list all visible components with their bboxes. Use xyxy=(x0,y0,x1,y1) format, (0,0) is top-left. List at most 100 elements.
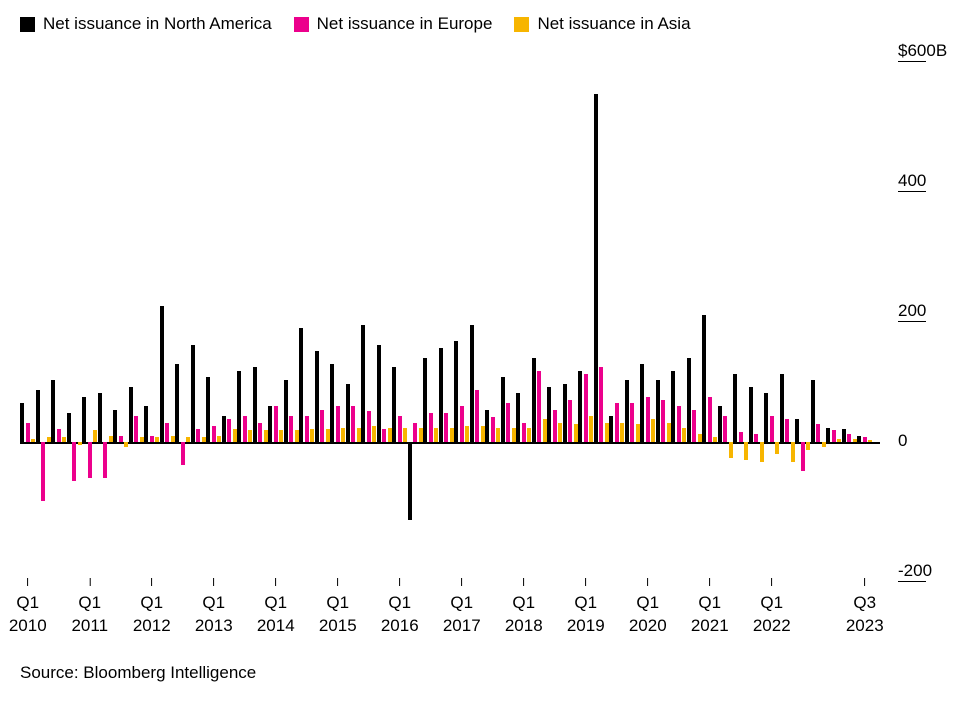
bar xyxy=(553,410,557,443)
x-axis-label: Q12015 xyxy=(319,578,357,638)
bar xyxy=(615,403,619,442)
bar xyxy=(764,393,768,442)
bar xyxy=(806,442,810,450)
x-axis-label: Q12017 xyxy=(443,578,481,638)
bar xyxy=(816,424,820,442)
x-tick xyxy=(399,578,400,586)
x-tick xyxy=(89,578,90,586)
x-axis-quarter: Q1 xyxy=(629,592,667,615)
bar xyxy=(729,442,733,458)
bar xyxy=(113,410,117,443)
bar xyxy=(863,437,867,442)
bar xyxy=(413,423,417,443)
bar xyxy=(630,403,634,442)
bar xyxy=(212,426,216,442)
bar xyxy=(330,364,334,442)
x-axis-year: 2021 xyxy=(691,615,729,638)
legend-item: Net issuance in Asia xyxy=(514,14,690,34)
y-axis-label: -200 xyxy=(898,561,932,581)
x-axis-quarter: Q1 xyxy=(691,592,729,615)
bar xyxy=(439,348,443,442)
bar xyxy=(289,416,293,442)
bar xyxy=(594,94,598,442)
bar xyxy=(832,430,836,442)
bar xyxy=(692,410,696,443)
bar xyxy=(770,416,774,442)
bar xyxy=(795,419,799,442)
bar xyxy=(51,380,55,442)
bar xyxy=(733,374,737,442)
x-axis-label: Q12021 xyxy=(691,578,729,638)
bar xyxy=(299,328,303,442)
bar xyxy=(274,406,278,442)
bar xyxy=(754,434,758,442)
bar xyxy=(822,442,826,447)
bar xyxy=(868,440,872,442)
x-axis-label: Q12020 xyxy=(629,578,667,638)
y-tick-line xyxy=(898,581,926,582)
bar xyxy=(491,417,495,442)
x-axis-quarter: Q1 xyxy=(71,592,108,615)
bar xyxy=(150,436,154,443)
bar xyxy=(134,416,138,442)
bar xyxy=(129,387,133,442)
x-axis-label: Q32023 xyxy=(846,578,884,638)
bar xyxy=(398,416,402,442)
x-axis-label: Q12011 xyxy=(71,578,108,638)
bar xyxy=(578,371,582,443)
bar xyxy=(646,397,650,443)
bar xyxy=(206,377,210,442)
x-tick xyxy=(275,578,276,586)
bar xyxy=(382,429,386,442)
x-tick xyxy=(337,578,338,586)
bar xyxy=(181,442,185,465)
bar xyxy=(857,436,861,443)
bar xyxy=(485,410,489,443)
x-axis-year: 2018 xyxy=(505,615,543,638)
x-axis-quarter: Q1 xyxy=(753,592,791,615)
x-axis-label: Q12018 xyxy=(505,578,543,638)
bar xyxy=(196,429,200,442)
bar xyxy=(253,367,257,442)
bar xyxy=(403,428,407,442)
y-axis-label: 400 xyxy=(898,171,926,191)
zero-baseline xyxy=(20,442,880,444)
x-axis-year: 2023 xyxy=(846,615,884,638)
bar xyxy=(36,390,40,442)
bar xyxy=(547,387,551,442)
plot-area xyxy=(20,52,880,572)
x-axis-year: 2017 xyxy=(443,615,481,638)
bar xyxy=(532,358,536,443)
x-axis-quarter: Q1 xyxy=(319,592,357,615)
bar xyxy=(563,384,567,443)
bar xyxy=(677,406,681,442)
bar xyxy=(367,411,371,442)
legend-swatch xyxy=(20,17,35,32)
bar xyxy=(718,406,722,442)
bar xyxy=(258,423,262,443)
legend: Net issuance in North AmericaNet issuanc… xyxy=(20,14,691,34)
bar xyxy=(305,416,309,442)
y-tick-line xyxy=(898,61,926,62)
bar xyxy=(26,423,30,443)
bar xyxy=(444,413,448,442)
bar xyxy=(599,367,603,442)
x-axis-year: 2011 xyxy=(71,615,108,638)
legend-swatch xyxy=(294,17,309,32)
y-tick-line xyxy=(898,321,926,322)
bar xyxy=(237,371,241,443)
bar xyxy=(320,410,324,443)
bar xyxy=(222,416,226,442)
x-axis-year: 2012 xyxy=(133,615,171,638)
bar xyxy=(791,442,795,462)
bar xyxy=(640,364,644,442)
bar xyxy=(475,390,479,442)
x-axis-quarter: Q1 xyxy=(567,592,605,615)
bar xyxy=(847,434,851,442)
x-axis-label: Q12012 xyxy=(133,578,171,638)
bar xyxy=(423,358,427,443)
x-axis-quarter: Q1 xyxy=(133,592,171,615)
x-axis-label: Q12014 xyxy=(257,578,295,638)
legend-swatch xyxy=(514,17,529,32)
y-axis-label: $600B xyxy=(898,41,947,61)
